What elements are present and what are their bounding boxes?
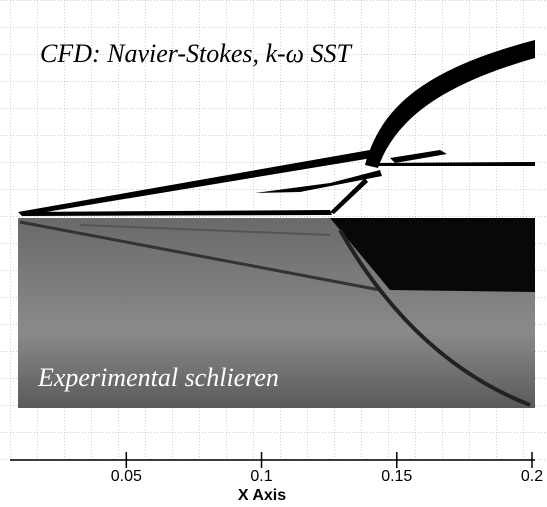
x-tick-label: 0.2 (521, 468, 543, 485)
x-tick-label: 0.1 (250, 468, 272, 485)
cfd-label: CFD: Navier-Stokes, k-ω SST (40, 39, 353, 68)
cfd-shocks (18, 40, 535, 216)
experiment-label: Experimental schlieren (37, 363, 279, 392)
experiment-image (18, 218, 535, 408)
x-tick-label: 0.05 (111, 468, 142, 485)
x-axis-title: X Axis (238, 487, 286, 504)
x-tick-label: 0.15 (381, 468, 412, 485)
